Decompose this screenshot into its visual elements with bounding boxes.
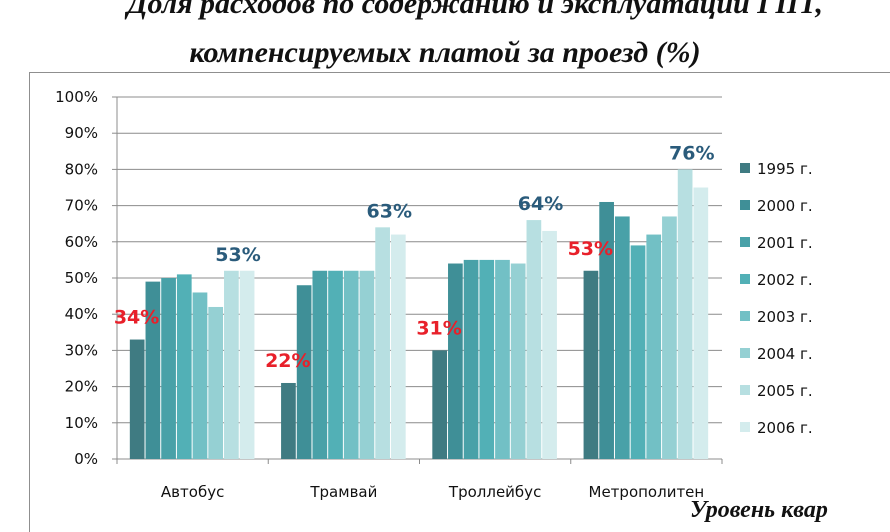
data-label-last: 63% <box>367 200 412 222</box>
bar <box>359 270 375 459</box>
bar <box>343 270 359 459</box>
bar <box>693 187 709 459</box>
y-tick-label: 20% <box>65 378 98 396</box>
bar <box>542 230 557 459</box>
x-category-label: Троллейбус <box>448 483 541 501</box>
data-label-first: 31% <box>416 317 461 339</box>
y-tick-label: 40% <box>65 305 98 323</box>
legend-swatch <box>740 348 750 358</box>
bar <box>646 234 662 459</box>
legend-swatch <box>740 311 750 321</box>
bar <box>599 201 614 460</box>
chart-svg: 0% 10% 20% 30% 40% 50% 60% 70% 80% 90% 100% Автобус… <box>55 88 813 501</box>
bar <box>239 270 255 459</box>
legend-swatch <box>740 200 750 210</box>
bar <box>176 274 192 459</box>
data-label-first: 22% <box>265 350 310 372</box>
bar <box>375 227 390 459</box>
bar <box>630 245 646 459</box>
chart-title-line-1: Доля расходов по содержанию и эксплуатац… <box>126 0 824 20</box>
legend-swatch <box>740 274 750 284</box>
bar <box>224 270 239 459</box>
bar <box>677 169 693 459</box>
bar <box>432 350 448 459</box>
legend-swatch <box>740 422 750 432</box>
y-tick-label: 60% <box>65 233 98 251</box>
bar <box>296 285 312 459</box>
chart-frame <box>29 72 890 532</box>
y-tick-label: 100% <box>55 88 98 106</box>
legend-label: 2002 г. <box>757 271 813 289</box>
legend-label: 1995 г. <box>757 160 813 178</box>
legend-swatch <box>740 385 750 395</box>
x-category-label: Трамвай <box>309 483 377 501</box>
bar <box>161 278 176 459</box>
y-tick-label: 10% <box>65 414 98 432</box>
bar <box>662 216 677 459</box>
bar <box>145 281 161 459</box>
y-tick-label: 0% <box>74 450 98 468</box>
bar <box>390 234 406 459</box>
legend-label: 2003 г. <box>757 308 813 326</box>
data-label-first: 34% <box>114 307 159 329</box>
chart-title-line-2: компенсируемых платой за проезд (%) <box>189 36 701 69</box>
bar <box>129 339 145 459</box>
bar <box>479 259 495 459</box>
title-crop-area <box>0 0 890 10</box>
x-category-label: Метрополитен <box>589 483 705 501</box>
legend-swatch <box>740 163 750 173</box>
bar <box>192 292 208 459</box>
bar <box>448 263 463 459</box>
legend-label: 2004 г. <box>757 345 813 363</box>
y-tick-label: 90% <box>65 124 98 142</box>
legend-swatch <box>740 237 750 247</box>
footer-text-fragment: Уровень квар <box>690 497 828 523</box>
bar <box>312 270 328 459</box>
y-tick-label: 30% <box>65 341 98 359</box>
legend-label: 2006 г. <box>757 419 813 437</box>
legend-label: 2000 г. <box>757 197 813 215</box>
y-tick-label: 50% <box>65 269 98 287</box>
bar <box>583 270 599 459</box>
y-tick-label: 80% <box>65 160 98 178</box>
data-label-last: 53% <box>215 244 260 266</box>
bar <box>495 259 510 459</box>
bar <box>614 216 630 459</box>
x-category-label: Автобус <box>161 483 224 501</box>
bar <box>328 270 343 459</box>
bar <box>208 306 224 459</box>
data-label-first: 53% <box>568 238 613 260</box>
legend-label: 2001 г. <box>757 234 813 252</box>
bar <box>463 259 479 459</box>
bar <box>281 382 296 459</box>
bar <box>526 220 542 459</box>
y-tick-label: 70% <box>65 197 98 215</box>
data-label-last: 76% <box>669 142 714 164</box>
bar <box>510 263 526 459</box>
data-label-last: 64% <box>518 193 563 215</box>
legend-label: 2005 г. <box>757 382 813 400</box>
